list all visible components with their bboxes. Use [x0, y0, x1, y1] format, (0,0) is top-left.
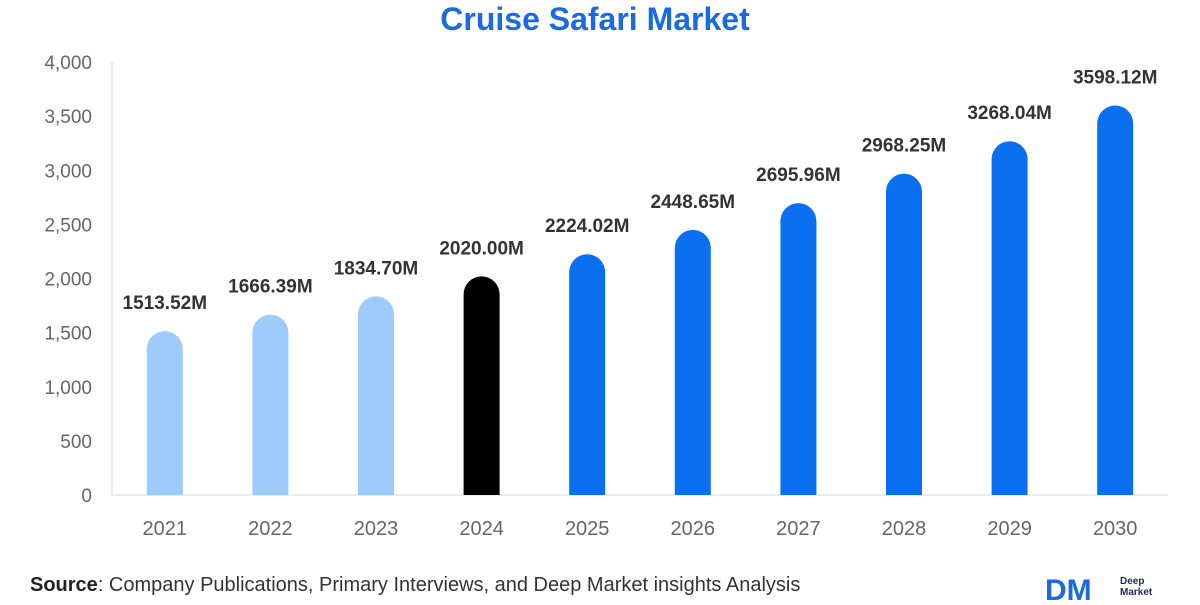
chart-title: Cruise Safari Market	[440, 1, 750, 37]
y-axis: 0 500 1,000 1,500 2,000 2,500 3,000 3,500 4,000	[44, 53, 1168, 507]
x-tick-label: 2023	[354, 518, 399, 540]
x-tick-label: 2021	[143, 518, 188, 540]
x-tick-label: 2028	[882, 518, 927, 540]
y-tick-label: 2,500	[44, 215, 92, 236]
svg-text:DM: DM	[1045, 574, 1092, 600]
x-tick-label: 2024	[459, 518, 504, 540]
bar-2026	[674, 229, 711, 495]
y-tick-label: 500	[60, 432, 92, 453]
bar-2022	[252, 314, 289, 495]
logo-line-2: Market	[1120, 587, 1153, 598]
y-tick-label: 1,500	[44, 324, 92, 345]
x-tick-label: 2027	[776, 518, 821, 540]
y-tick-label: 2,000	[44, 270, 92, 291]
data-label-2027: 2695.96M	[756, 165, 841, 186]
data-label-2025: 2224.02M	[545, 216, 630, 237]
x-tick-label: 2029	[987, 518, 1032, 540]
bar-chart: 05001,0001,5002,0002,5003,0003,5004,000 …	[44, 53, 1168, 540]
x-tick-label: 2030	[1093, 518, 1138, 540]
logo-line-1: Deep	[1120, 576, 1145, 587]
y-tick-label: 3,500	[44, 107, 92, 128]
y-tick-label: 0	[81, 486, 92, 507]
y-tick-label: 3,000	[44, 161, 92, 182]
bar-2025	[569, 254, 606, 495]
source-note: Source: Company Publications, Primary In…	[30, 574, 800, 597]
source-label: Source	[30, 574, 98, 596]
y-tick-label: 1,000	[44, 378, 92, 399]
y-tick-label: 4,000	[44, 53, 92, 74]
bar-2027	[780, 203, 817, 495]
bar-2028	[886, 173, 922, 495]
x-tick-label: 2025	[565, 518, 610, 540]
data-label-2026: 2448.65M	[651, 192, 736, 213]
data-label-2022: 1666.39M	[228, 277, 313, 298]
x-tick-label: 2026	[671, 518, 716, 540]
data-label-2029: 3268.04M	[967, 103, 1052, 124]
data-label-2021: 1513.52M	[123, 293, 208, 314]
data-label-2030: 3598.12M	[1073, 68, 1158, 89]
bar-2029	[991, 141, 1028, 495]
bar-2021	[146, 331, 183, 495]
data-label-2023: 1834.70M	[334, 258, 419, 279]
bars: 1513.52M 1666.39M 1834.70M 2020.00M 2224.02M…	[123, 68, 1158, 495]
x-tick-label: 2022	[248, 518, 293, 540]
company-logo: DM Deep Market	[1040, 570, 1200, 605]
bar-2024	[463, 276, 500, 495]
logo-text: Deep Market	[1120, 576, 1152, 598]
data-label-2028: 2968.25M	[862, 136, 947, 157]
x-axis: 2021 2022 2023 2024 2025 2026 2027 2028 2029 2030	[143, 518, 1138, 540]
bar-2030	[1097, 105, 1134, 495]
data-label-2024: 2020.00M	[439, 238, 524, 259]
bar-2023	[358, 296, 394, 495]
source-text: : Company Publications, Primary Intervie…	[97, 574, 801, 596]
logo-mark-icon: DM	[1045, 574, 1092, 605]
